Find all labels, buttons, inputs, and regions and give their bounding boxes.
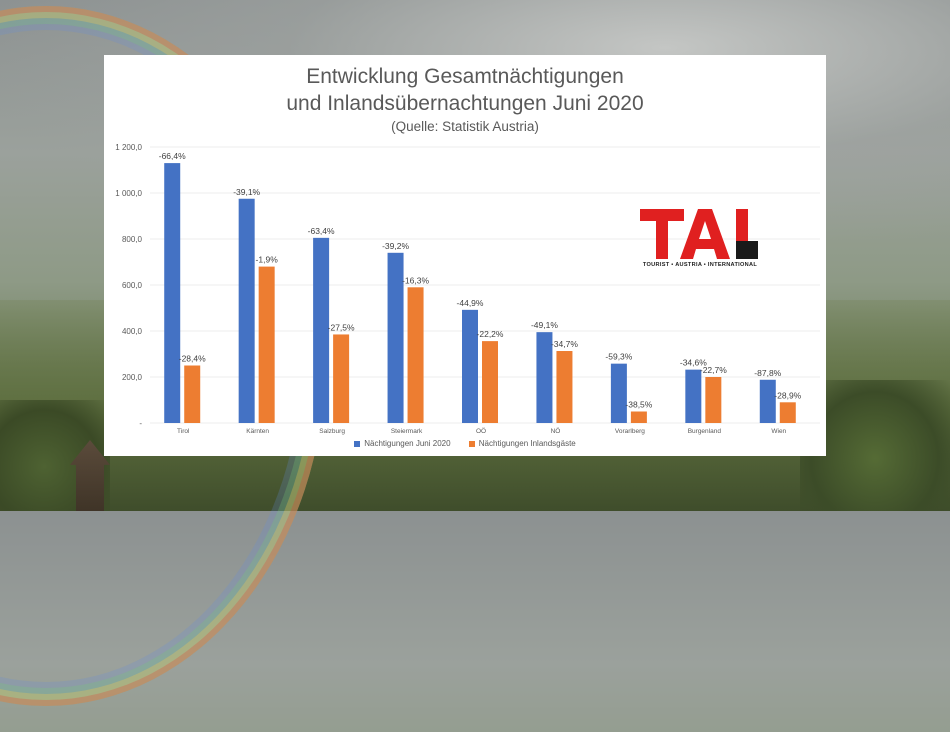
bar-series-1 (164, 163, 181, 423)
legend-label-series-2: Nächtigungen Inlandsgäste (478, 439, 576, 448)
y-tick-label: 1 200,0 (115, 143, 142, 152)
y-tick-label: - (139, 419, 142, 428)
x-category-label: Steiermark (391, 428, 423, 435)
x-category-label: Kärnten (246, 428, 269, 435)
data-label-series-1: -87,8% (754, 368, 781, 378)
y-tick-label: 1 000,0 (115, 189, 142, 198)
data-label-series-2: -38,5% (625, 400, 652, 410)
y-tick-label: 200,0 (122, 373, 143, 382)
bar-series-2 (407, 287, 424, 423)
x-category-label: NÖ (551, 427, 561, 435)
chart-title-line-2: und Inlandsübernachtungen Juni 2020 (286, 92, 644, 115)
legend-item-series-2: Nächtigungen Inlandsgäste (468, 439, 576, 448)
chart-title-line-1: Entwicklung Gesamtnächtigungen (306, 65, 624, 88)
y-tick-label: 600,0 (122, 281, 143, 290)
bar-series-2 (556, 351, 573, 423)
bar-series-1 (685, 369, 702, 423)
data-label-series-1: -63,4% (308, 226, 335, 236)
bar-series-2 (333, 334, 350, 423)
data-label-series-2: -28,9% (774, 390, 801, 400)
bar-series-1 (238, 198, 255, 423)
tai-logo (640, 209, 758, 259)
bar-series-1 (387, 252, 404, 423)
bar-series-2 (184, 365, 201, 423)
data-label-series-1: -39,2% (382, 241, 409, 251)
bar-series-1 (759, 379, 776, 423)
y-tick-label: 800,0 (122, 235, 143, 244)
data-label-series-1: -44,9% (457, 298, 484, 308)
bar-chart: - 200,0 400,0 600,0 800,0 1 000,0 1 200,0 -66,4… (115, 143, 820, 435)
data-label-series-2: -34,7% (551, 339, 578, 349)
legend-label-series-1: Nächtigungen Juni 2020 (364, 439, 451, 448)
data-label-series-1: -49,1% (531, 320, 558, 330)
logo-tagline: TOURIST • AUSTRIA • INTERNATIONAL (642, 262, 758, 268)
x-category-label: Burgenland (688, 428, 722, 435)
bar-series-1 (313, 237, 330, 423)
x-category-label: OÖ (476, 427, 486, 435)
bar-series-1 (462, 309, 478, 423)
legend-swatch-series-2 (468, 440, 475, 447)
chart-panel: Entwicklung Gesamtnächtigungen und Inlan… (104, 55, 826, 456)
data-label-series-1: -39,1% (233, 187, 260, 197)
bar-series-2 (779, 402, 796, 423)
data-label-series-1: -34,6% (680, 358, 707, 368)
bar-series-2 (705, 377, 722, 423)
data-label-series-2: -1,9% (256, 255, 279, 265)
bar-series-2 (482, 341, 498, 423)
data-label-series-1: -59,3% (605, 352, 632, 362)
data-label-series-1: -66,4% (159, 151, 186, 161)
x-category-label: Salzburg (319, 428, 345, 435)
data-label-series-2: -22,2% (477, 329, 504, 339)
data-label-series-2: -16,3% (402, 275, 429, 285)
x-category-label: Wien (771, 428, 786, 435)
bar-series-2 (258, 266, 275, 423)
x-category-label: Vorarlberg (615, 428, 645, 435)
bar-series-2 (630, 411, 647, 423)
data-label-series-2: -27,5% (328, 322, 355, 332)
legend-swatch-series-1 (354, 440, 361, 447)
bar-series-1 (610, 363, 627, 423)
legend-item-series-1: Nächtigungen Juni 2020 (354, 439, 451, 448)
data-label-series-2: -28,4% (179, 354, 206, 364)
data-label-series-2: -22,7% (700, 365, 727, 375)
bar-series-1 (536, 332, 553, 423)
y-tick-label: 400,0 (122, 327, 143, 336)
chart-legend: Nächtigungen Juni 2020 Nächtigungen Inla… (104, 439, 826, 448)
x-category-label: Tirol (177, 428, 190, 435)
chart-subtitle: (Quelle: Statistik Austria) (391, 119, 539, 134)
